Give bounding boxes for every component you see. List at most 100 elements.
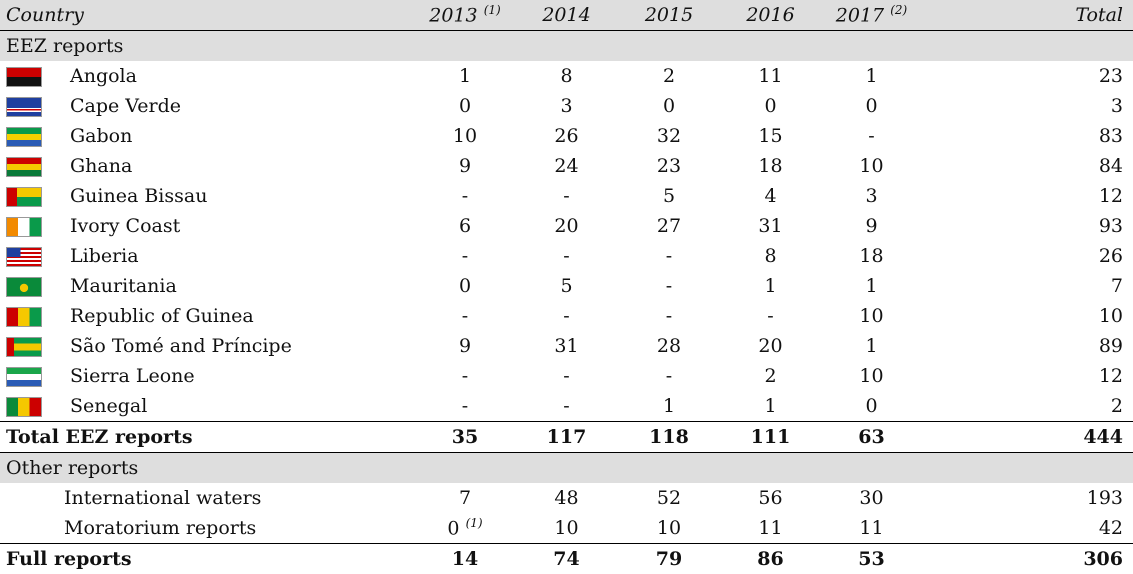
value-cell: -	[515, 361, 618, 391]
value: 11	[859, 517, 884, 539]
value: 10	[656, 517, 682, 539]
value-cell: 83	[922, 121, 1133, 151]
column-header: Total	[922, 0, 1133, 31]
value-cell: -	[415, 301, 515, 331]
value: 26	[1098, 245, 1123, 267]
value: 2	[764, 365, 777, 387]
data-row: Moratorium reports 0 (1) 10 10 11 11 42	[0, 513, 1133, 544]
value-cell: 1	[821, 271, 922, 301]
country-name: Republic of Guinea	[70, 305, 254, 327]
value: 10	[554, 517, 579, 539]
value-cell: -	[415, 241, 515, 271]
value-cell: -	[618, 301, 720, 331]
value-cell: 26	[515, 121, 618, 151]
value-cell: 0	[415, 271, 515, 301]
total-value: 35	[415, 421, 515, 453]
value: 0	[865, 395, 878, 417]
value: 7	[458, 487, 472, 509]
value: 3	[560, 95, 573, 117]
value: 4	[764, 185, 777, 207]
value-cell: -	[515, 301, 618, 331]
value: 31	[758, 215, 783, 237]
flag-icon	[6, 127, 42, 147]
value-cell: 9	[415, 151, 515, 181]
value: 0	[662, 95, 676, 117]
country-cell: Sierra Leone	[0, 361, 415, 391]
value: -	[563, 185, 570, 207]
value-cell: 10	[821, 361, 922, 391]
value: -	[563, 395, 570, 417]
value-cell: 0 (1)	[415, 513, 515, 544]
value: 10	[859, 305, 884, 327]
value: 27	[656, 215, 682, 237]
total-value: 79	[618, 543, 720, 574]
value-cell: 10	[618, 513, 720, 544]
flag-icon	[6, 217, 42, 237]
value: 1	[865, 335, 878, 357]
value: 1	[865, 275, 878, 297]
value: 11	[758, 517, 783, 539]
total-value: 86	[720, 543, 821, 574]
value-cell: 2	[922, 391, 1133, 422]
value: 1	[764, 395, 777, 417]
value: -	[665, 275, 673, 297]
value: 0	[458, 95, 472, 117]
total-label: Total EEZ reports	[0, 421, 415, 453]
total-label: Full reports	[0, 543, 415, 574]
value: 9	[458, 335, 472, 357]
value-cell: 11	[821, 513, 922, 544]
value-cell: 8	[515, 61, 618, 91]
data-row: International waters 7 48 52 56 30 193	[0, 483, 1133, 513]
value-cell: 93	[922, 211, 1133, 241]
country-name: Mauritania	[70, 275, 177, 297]
flag-icon	[6, 157, 42, 177]
value: 84	[1098, 155, 1123, 177]
value: -	[461, 395, 469, 417]
value-cell: 23	[922, 61, 1133, 91]
value-cell: 0	[821, 91, 922, 121]
data-row: Gabon 10 26 32 15 - 83	[0, 121, 1133, 151]
column-header: 2017 (2)	[821, 0, 922, 31]
value: 7	[1110, 275, 1123, 297]
value-cell: 32	[618, 121, 720, 151]
value-cell: 3	[821, 181, 922, 211]
value: 2	[662, 65, 676, 87]
data-row: Ghana 9 24 23 18 10 84	[0, 151, 1133, 181]
value-cell: 15	[720, 121, 821, 151]
value-cell: -	[415, 391, 515, 422]
value: 6	[458, 215, 472, 237]
country-name: Moratorium reports	[64, 517, 257, 539]
value-cell: -	[720, 301, 821, 331]
country-name: São Tomé and Príncipe	[70, 335, 292, 357]
total-value: 118	[618, 421, 720, 453]
value-cell: 31	[515, 331, 618, 361]
column-label: 2014	[542, 4, 591, 26]
value-cell: 1	[821, 61, 922, 91]
value: 9	[865, 215, 878, 237]
value: 0	[865, 95, 878, 117]
country-cell: Republic of Guinea	[0, 301, 415, 331]
value-cell: 20	[720, 331, 821, 361]
country-cell: Angola	[0, 61, 415, 91]
value: 10	[452, 125, 478, 147]
data-row: Republic of Guinea - - - - 10 10	[0, 301, 1133, 331]
value: 5	[560, 275, 573, 297]
value-cell: 27	[618, 211, 720, 241]
value-cell: 10	[821, 151, 922, 181]
value: 56	[758, 487, 783, 509]
flag-icon	[6, 367, 42, 387]
value: 3	[865, 185, 878, 207]
value-cell: 1	[821, 331, 922, 361]
value: 93	[1098, 215, 1123, 237]
data-row: Sierra Leone - - - 2 10 12	[0, 361, 1133, 391]
column-label: 2016	[746, 4, 795, 26]
value: 1	[764, 275, 777, 297]
total-value: 53	[821, 543, 922, 574]
value: 8	[560, 65, 573, 87]
value: -	[665, 305, 673, 327]
value-cell: 2	[618, 61, 720, 91]
value-cell: 11	[720, 61, 821, 91]
value: 1	[662, 395, 676, 417]
value-cell: 4	[720, 181, 821, 211]
value-cell: 31	[720, 211, 821, 241]
